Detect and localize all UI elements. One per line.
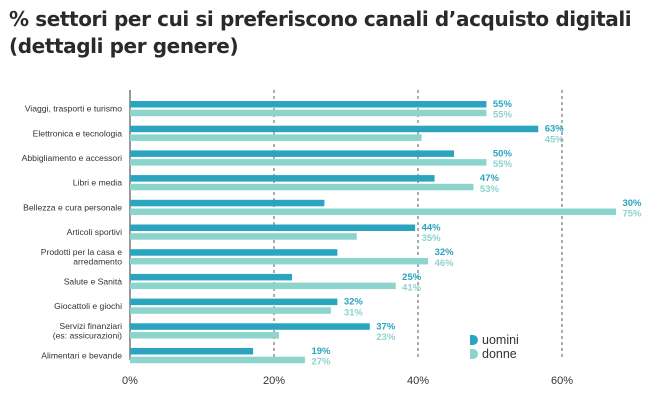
bar-donne — [130, 233, 357, 240]
legend-label: uomini — [482, 333, 519, 347]
bar-donne — [130, 159, 487, 166]
x-tick-label: 60% — [551, 375, 573, 387]
bar-uomini — [130, 199, 325, 207]
value-label-uomini: 32% — [344, 297, 364, 308]
x-tick-label: 20% — [263, 375, 285, 387]
category-label: Salute e Sanità — [64, 277, 123, 287]
bar-uomini — [130, 224, 416, 231]
bar-uomini — [130, 249, 338, 256]
bar-donne — [130, 332, 280, 339]
bar-donne — [130, 282, 396, 290]
bar-uomini — [130, 298, 338, 306]
bar-donne — [130, 183, 474, 191]
category-label: Giocattoli e giochi — [54, 301, 122, 311]
value-label-uomini: 63% — [545, 124, 565, 135]
value-label-donne: 55% — [493, 110, 513, 121]
value-label-uomini: 47% — [480, 173, 500, 184]
bar-donne — [130, 257, 429, 265]
category-label: Abbigliamento e accessori — [22, 153, 122, 163]
legend-label: donne — [482, 347, 517, 361]
value-label-uomini: 44% — [422, 223, 442, 234]
bar-donne — [130, 208, 616, 215]
value-label-donne: 55% — [493, 159, 513, 170]
bar-uomini — [130, 150, 454, 157]
value-label-donne: 46% — [435, 258, 455, 269]
bar-uomini — [130, 323, 370, 330]
bar-uomini — [130, 273, 292, 281]
bar-donne — [130, 109, 487, 117]
value-label-uomini: 19% — [311, 346, 331, 357]
category-label: Articoli sportivi — [67, 227, 122, 237]
category-label: Alimentari e bevande — [41, 351, 122, 361]
value-label-uomini: 30% — [622, 198, 642, 209]
legend-swatch — [470, 335, 478, 345]
bar-uomini — [130, 175, 435, 182]
value-label-uomini: 32% — [435, 247, 455, 258]
value-label-uomini: 25% — [402, 272, 422, 283]
category-label: Prodotti per la casa e arredamento — [41, 247, 122, 267]
category-label: Bellezza e cura personale — [23, 202, 122, 212]
value-label-donne: 35% — [422, 233, 442, 244]
value-label-donne: 27% — [311, 357, 331, 368]
bar-uomini — [130, 125, 539, 133]
value-label-donne: 75% — [622, 209, 642, 220]
x-tick-label: 40% — [407, 375, 429, 387]
category-label: Elettronica e tecnologia — [33, 128, 123, 138]
value-label-donne: 53% — [480, 184, 500, 195]
value-label-donne: 23% — [376, 332, 396, 343]
bar-donne — [130, 356, 305, 364]
value-label-uomini: 37% — [376, 321, 396, 332]
bar-donne — [130, 134, 422, 141]
value-label-donne: 31% — [344, 307, 364, 318]
value-label-uomini: 55% — [493, 99, 513, 110]
category-label: Viaggi, trasporti e turismo — [25, 104, 123, 114]
category-label: Servizi finanziari (es: assicurazioni) — [53, 321, 122, 341]
bar-donne — [130, 307, 331, 314]
value-label-uomini: 50% — [493, 148, 513, 159]
value-label-donne: 41% — [402, 283, 422, 294]
bar-uomini — [130, 348, 254, 355]
value-label-donne: 45% — [545, 134, 565, 145]
x-tick-label: 0% — [122, 375, 138, 387]
bar-uomini — [130, 101, 487, 108]
legend-swatch — [470, 349, 478, 359]
category-label: Libri e media — [73, 178, 122, 188]
chart-title: % settori per cui si preferiscono canali… — [9, 7, 632, 58]
